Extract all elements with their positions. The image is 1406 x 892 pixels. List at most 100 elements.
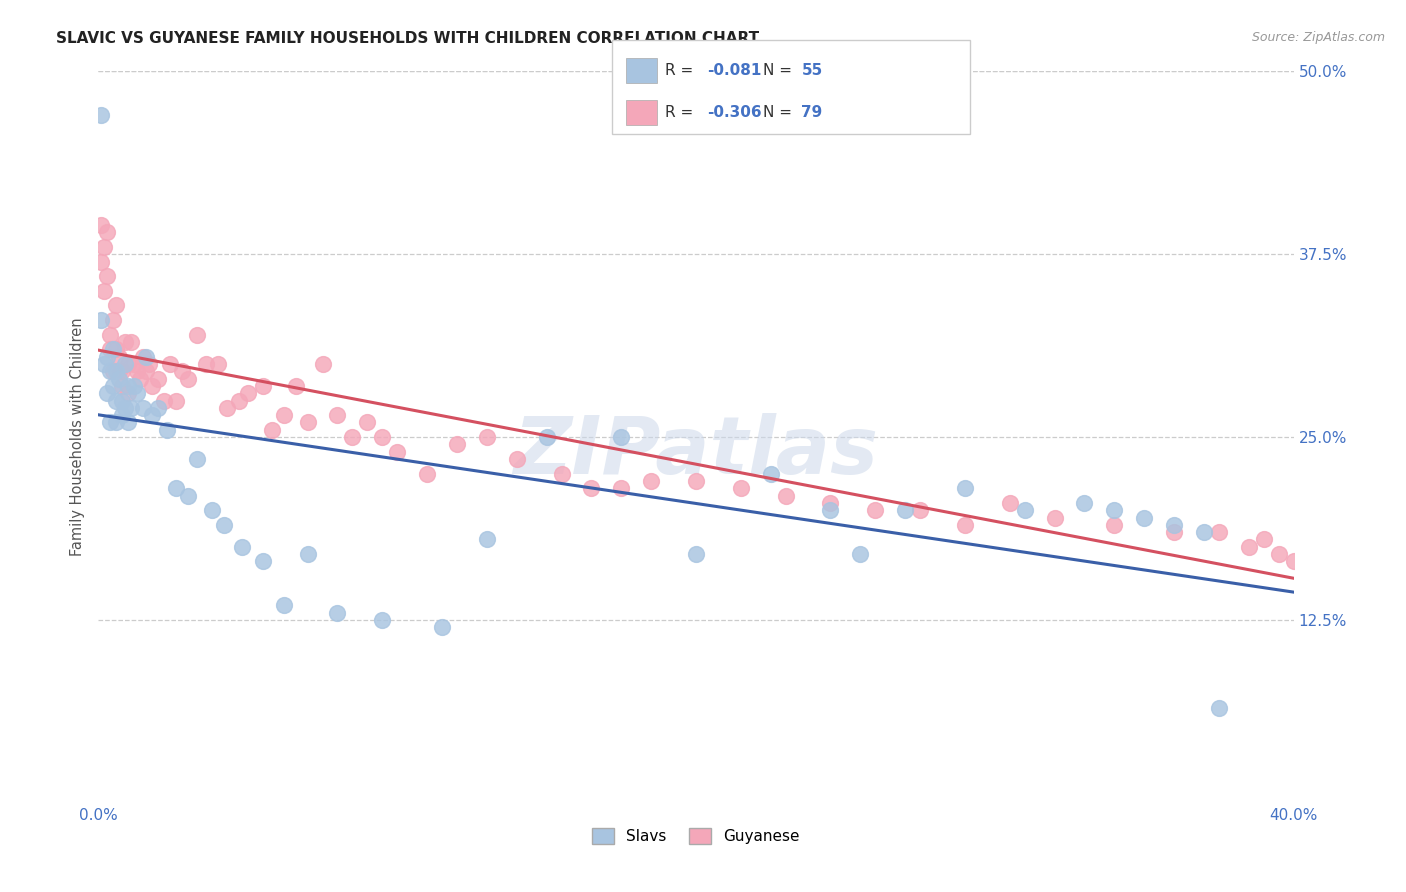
Point [894, 503, 917, 517]
Point [96, 269, 118, 284]
Point [165, 393, 187, 408]
Point [111, 393, 134, 408]
Point [98, 416, 122, 430]
Point [114, 334, 136, 349]
Point [117, 416, 139, 430]
Point [260, 423, 283, 437]
Point [228, 393, 250, 408]
Legend: Slavs, Guyanese: Slavs, Guyanese [586, 822, 806, 850]
Text: Source: ZipAtlas.com: Source: ZipAtlas.com [1251, 31, 1385, 45]
Point [908, 503, 931, 517]
Point [1133, 510, 1156, 524]
Point [103, 343, 125, 357]
Point [953, 517, 976, 532]
Point [105, 393, 128, 408]
Point [273, 599, 295, 613]
Point [1104, 503, 1126, 517]
Point [105, 343, 128, 357]
Point [111, 408, 134, 422]
Point [132, 401, 155, 415]
Point [105, 298, 128, 312]
Text: SLAVIC VS GUYANESE FAMILY HOUSEHOLDS WITH CHILDREN CORRELATION CHART: SLAVIC VS GUYANESE FAMILY HOUSEHOLDS WIT… [56, 31, 759, 46]
Point [1282, 554, 1305, 568]
Point [1343, 583, 1365, 598]
Point [685, 474, 707, 488]
Point [103, 364, 125, 378]
Point [98, 364, 122, 378]
Point [1298, 562, 1320, 576]
Point [120, 334, 142, 349]
Point [120, 401, 142, 415]
Point [108, 350, 131, 364]
Point [430, 620, 453, 634]
Point [148, 401, 170, 415]
Point [90, 313, 112, 327]
Point [108, 371, 131, 385]
Point [103, 379, 125, 393]
Point [231, 540, 253, 554]
Point [159, 357, 181, 371]
Point [371, 430, 394, 444]
Text: N =: N = [763, 105, 797, 120]
Point [385, 444, 409, 458]
Point [90, 254, 112, 268]
Point [1253, 533, 1275, 547]
Point [153, 393, 176, 408]
Point [124, 357, 146, 371]
Point [865, 503, 887, 517]
Point [96, 225, 118, 239]
Point [96, 386, 118, 401]
Point [117, 357, 139, 371]
Point [998, 496, 1021, 510]
Point [252, 379, 274, 393]
Point [117, 379, 139, 393]
Point [93, 357, 115, 371]
Point [1327, 576, 1350, 591]
Point [141, 408, 163, 422]
Point [186, 452, 208, 467]
Point [371, 613, 394, 627]
Point [127, 364, 149, 378]
Point [207, 357, 229, 371]
Point [98, 343, 122, 357]
Point [1192, 525, 1215, 540]
Point [1208, 525, 1230, 540]
Point [127, 386, 149, 401]
Point [165, 481, 187, 495]
Point [105, 364, 128, 378]
Point [849, 547, 872, 561]
Point [284, 379, 307, 393]
Point [138, 357, 160, 371]
Point [124, 379, 146, 393]
Point [212, 517, 235, 532]
Point [105, 416, 128, 430]
Point [96, 350, 118, 364]
Point [177, 371, 200, 385]
Point [103, 313, 125, 327]
Point [186, 327, 208, 342]
Point [93, 284, 115, 298]
Point [114, 401, 136, 415]
Point [201, 503, 224, 517]
Point [446, 437, 468, 451]
Text: 55: 55 [801, 63, 823, 78]
Point [685, 547, 707, 561]
Point [129, 371, 152, 385]
Point [820, 496, 842, 510]
Point [1208, 700, 1230, 714]
Point [297, 547, 319, 561]
Point [475, 430, 498, 444]
Point [1267, 547, 1289, 561]
Text: R =: R = [665, 105, 699, 120]
Point [550, 467, 572, 481]
Point [1014, 503, 1036, 517]
Point [730, 481, 752, 495]
Point [416, 467, 439, 481]
Point [132, 350, 155, 364]
Point [141, 379, 163, 393]
Point [90, 108, 112, 122]
Text: R =: R = [665, 63, 699, 78]
Point [536, 430, 558, 444]
Point [775, 489, 797, 503]
Point [108, 364, 131, 378]
